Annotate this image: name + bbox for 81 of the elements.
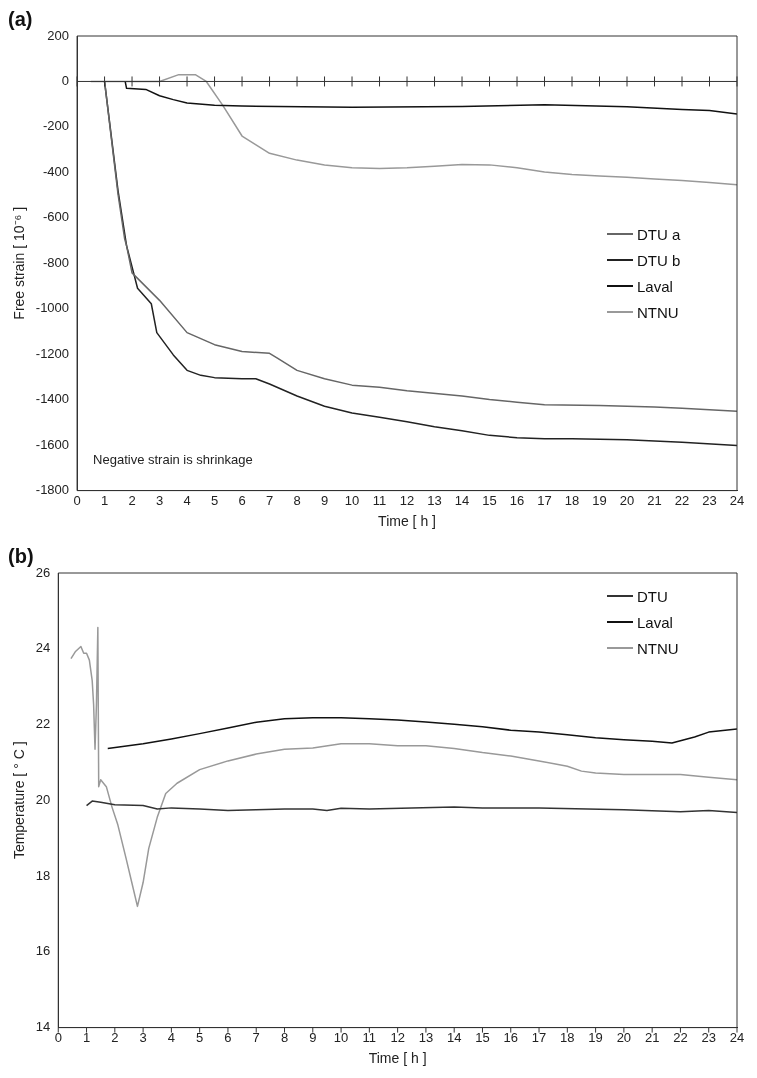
y-tick-label: -600 [43, 209, 70, 225]
y-tick-label: -1600 [35, 436, 70, 452]
legend-label: DTU b [637, 251, 681, 269]
x-tick-label: 12 [399, 492, 415, 508]
y-tick-label: 22 [35, 716, 51, 732]
x-tick-label: 17 [537, 492, 552, 508]
y-tick-label: 0 [61, 73, 70, 89]
legend-label: Laval [637, 277, 673, 295]
y-tick-label: 20 [35, 791, 51, 807]
x-tick-label: 22 [673, 1029, 688, 1045]
x-tick-label: 5 [196, 1029, 204, 1045]
x-axis-title: Time [ h ] [368, 1050, 427, 1067]
x-tick-label: 9 [320, 492, 329, 508]
y-tick-label: -1800 [35, 482, 70, 498]
x-tick-label: 14 [446, 1029, 462, 1045]
x-tick-label: 15 [475, 1029, 490, 1045]
x-tick-label: 20 [619, 492, 635, 508]
x-tick-label: 19 [592, 492, 607, 508]
x-tick-label: 11 [372, 492, 387, 508]
x-tick-label: 14 [454, 492, 470, 508]
y-axis-title: Temperature [ ° C ] [11, 741, 28, 860]
legend-label: NTNU [637, 639, 679, 657]
chart-title: (a) [8, 7, 33, 30]
x-axis-title: Time [ h ] [378, 513, 436, 530]
x-tick-label: 21 [647, 492, 662, 508]
x-tick-label: 23 [701, 1029, 716, 1045]
y-tick-label: 26 [35, 564, 51, 580]
x-tick-label: 0 [73, 492, 81, 508]
x-tick-label: 13 [427, 492, 442, 508]
legend-label: Laval [637, 613, 673, 631]
y-tick-label: 24 [35, 640, 51, 656]
y-tick-label: -1400 [35, 391, 70, 407]
y-tick-label: 18 [35, 867, 51, 883]
x-tick-label: 3 [139, 1029, 147, 1045]
x-tick-label: 2 [111, 1029, 119, 1045]
y-tick-label: -1200 [35, 345, 70, 361]
legend-label: DTU [637, 587, 668, 605]
x-tick-label: 3 [155, 492, 164, 508]
x-tick-label: 8 [293, 492, 301, 508]
x-tick-label: 16 [509, 492, 525, 508]
x-tick-label: 18 [564, 492, 580, 508]
x-tick-label: 22 [674, 492, 690, 508]
y-tick-label: -400 [43, 163, 70, 179]
x-tick-label: 12 [390, 1029, 405, 1045]
legend-label: DTU a [637, 225, 681, 243]
x-tick-label: 6 [224, 1029, 232, 1045]
x-tick-label: 5 [210, 492, 219, 508]
x-tick-label: 16 [503, 1029, 518, 1045]
x-tick-label: 8 [280, 1029, 289, 1045]
x-tick-label: 7 [252, 1029, 260, 1045]
x-tick-label: 9 [309, 1029, 317, 1045]
x-tick-label: 20 [616, 1029, 632, 1045]
x-tick-label: 17 [531, 1029, 547, 1045]
y-tick-label: 14 [35, 1019, 51, 1035]
x-tick-label: 4 [167, 1029, 175, 1045]
x-tick-label: 1 [100, 492, 109, 508]
y-tick-label: -200 [43, 118, 70, 134]
x-tick-label: 2 [128, 492, 136, 508]
chart-title: (b) [8, 544, 34, 567]
legend-label: NTNU [637, 303, 679, 321]
x-tick-label: 4 [183, 492, 191, 508]
x-tick-label: 10 [344, 492, 360, 508]
x-tick-label: 24 [729, 492, 745, 508]
x-tick-label: 13 [418, 1029, 434, 1045]
x-tick-label: 24 [729, 1029, 745, 1045]
annotation: Negative strain is shrinkage [93, 452, 253, 468]
y-axis-title: Free strain [ 10⁻⁶ ] [11, 206, 28, 320]
y-tick-label: -1000 [35, 300, 70, 316]
y-tick-label: -800 [43, 254, 70, 270]
x-tick-label: 15 [482, 492, 497, 508]
x-tick-label: 7 [265, 492, 274, 508]
x-tick-label: 6 [238, 492, 246, 508]
y-tick-label: 16 [35, 943, 51, 959]
x-tick-label: 23 [702, 492, 717, 508]
x-tick-label: 10 [333, 1029, 349, 1045]
x-tick-label: 11 [362, 1029, 377, 1045]
y-tick-label: 200 [47, 27, 70, 43]
x-tick-label: 18 [560, 1029, 575, 1045]
x-tick-label: 19 [588, 1029, 603, 1045]
x-tick-label: 21 [644, 1029, 660, 1045]
x-tick-label: 1 [82, 1029, 91, 1045]
